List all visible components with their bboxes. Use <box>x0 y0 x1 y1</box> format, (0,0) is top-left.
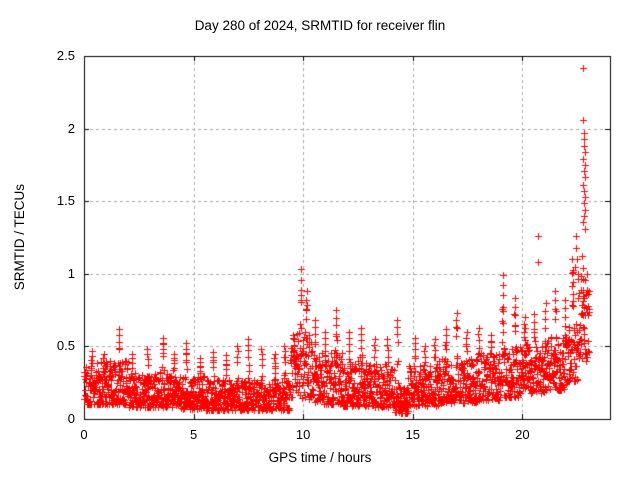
x-tick-label-10: 10 <box>295 427 311 442</box>
x-tick-label-5: 5 <box>189 427 198 442</box>
y-tick-label-0: 0 <box>67 411 75 426</box>
y-tick-label-1: 1 <box>67 265 75 281</box>
x-tick-label-15: 15 <box>405 427 420 442</box>
chart-title: Day 280 of 2024, SRMTID for receiver fli… <box>194 18 446 33</box>
y-tick-label-2.5: 2.5 <box>56 48 75 63</box>
x-tick-label-0: 0 <box>80 427 88 442</box>
x-axis-label: GPS time / hours <box>268 450 372 465</box>
y-tick-label-1.5: 1.5 <box>56 193 75 209</box>
y-tick-label-0.5: 0.5 <box>56 338 75 354</box>
y-tick-label-2: 2 <box>67 120 75 136</box>
y-axis-label: SRMTID / TECUs <box>12 184 27 291</box>
x-tick-label-20: 20 <box>515 427 530 442</box>
